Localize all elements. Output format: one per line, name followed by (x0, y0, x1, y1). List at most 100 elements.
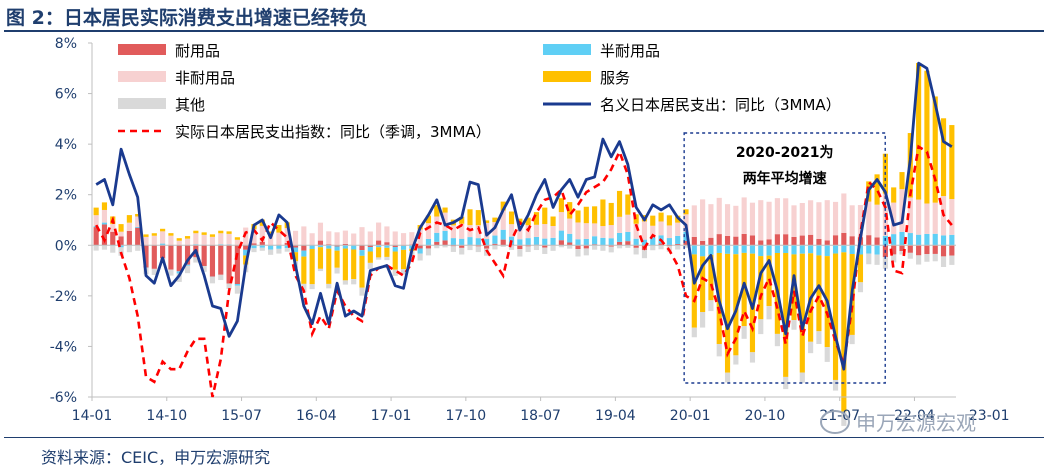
bar-services (459, 216, 465, 224)
bar-durable (500, 239, 506, 246)
chart: -6% -4% -2% 0% 2% 4% 6% 8% 14-01 14-10 15-07 16-04 1… (50, 36, 1010, 426)
bar-non_durable (558, 212, 564, 231)
bar-non_durable (292, 230, 299, 246)
bar-other (749, 352, 756, 363)
bar-other (791, 320, 797, 330)
bar-semi_durable (184, 264, 191, 266)
bar-semi_durable (616, 232, 623, 242)
bar-other (218, 274, 224, 281)
bar-services (517, 218, 523, 223)
bar-services (708, 254, 714, 301)
bar-other (126, 245, 132, 253)
bar-services (874, 174, 880, 205)
bar-other (558, 245, 564, 248)
bar-non_durable (276, 232, 282, 245)
bar-semi_durable (292, 247, 299, 253)
bar-non_durable (326, 231, 332, 245)
bar-services (359, 255, 365, 288)
bar-semi_durable (500, 229, 506, 240)
bar-services (317, 247, 324, 269)
bar-durable (724, 235, 731, 246)
bar-durable (392, 245, 398, 248)
bar-other (508, 245, 515, 250)
bar-semi_durable (533, 236, 540, 245)
bar-other (193, 257, 199, 263)
bar-services (783, 253, 789, 377)
bar-semi_durable (400, 245, 407, 250)
bar-non_durable (874, 204, 880, 238)
bar-non_durable (309, 233, 315, 246)
bar-semi_durable (633, 238, 639, 246)
bar-other (592, 245, 598, 250)
bar-other (700, 312, 706, 328)
bar-non_durable (251, 229, 257, 244)
bar-non_durable (666, 225, 672, 239)
bar-semi_durable (351, 245, 357, 250)
bar-durable (899, 245, 905, 252)
bar-other (376, 257, 382, 260)
bar-durable (226, 245, 232, 284)
bar-non_durable (301, 226, 307, 246)
bar-non_durable (749, 202, 756, 236)
bar-other (209, 276, 216, 284)
x-tick-label: 20-10 (745, 408, 786, 424)
bar-semi_durable (442, 230, 448, 241)
bar-semi_durable (317, 245, 324, 248)
bar-services (608, 202, 614, 226)
bar-non_durable (857, 205, 864, 238)
bar-semi_durable (758, 245, 764, 257)
bar-semi_durable (799, 245, 805, 254)
bar-durable (101, 224, 108, 246)
bar-other (866, 253, 872, 265)
bar-semi_durable (176, 271, 182, 274)
bar-non_durable (384, 226, 390, 243)
bar-semi_durable (550, 237, 556, 246)
bar-semi_durable (259, 245, 265, 248)
bar-services (600, 199, 606, 227)
bar-other (625, 245, 631, 248)
bar-semi_durable (932, 233, 938, 246)
legend-label-durable: 耐用品 (175, 42, 220, 60)
bar-services (691, 254, 697, 328)
bar-non_durable (376, 222, 382, 241)
legend-swatch-semi_durable (543, 44, 591, 55)
bar-durable (866, 235, 872, 246)
x-tick-label: 15-07 (221, 408, 262, 424)
bar-other (110, 245, 116, 253)
bar-other (691, 327, 697, 338)
bar-services (791, 254, 797, 321)
bar-other (425, 248, 432, 256)
bar-non_durable (774, 198, 780, 235)
bar-other (417, 253, 423, 261)
bar-other (334, 267, 340, 274)
bar-other (309, 284, 315, 290)
bar-non_durable (450, 225, 456, 239)
bar-other (824, 347, 830, 362)
bar-services (508, 211, 515, 225)
bar-services (666, 215, 672, 226)
bar-layer (93, 62, 955, 426)
bar-other (891, 254, 897, 263)
bar-durable (700, 240, 706, 246)
bar-durable (93, 227, 99, 246)
bar-other (633, 247, 639, 255)
annotation-line-1: 2020-2021为 (736, 144, 834, 161)
bar-non_durable (633, 223, 639, 239)
bar-semi_durable (874, 245, 880, 255)
bar-other (118, 247, 124, 256)
bar-non_durable (184, 238, 191, 246)
bar-services (758, 256, 764, 320)
bar-services (184, 236, 191, 239)
bar-non_durable (816, 202, 822, 240)
bar-other (226, 283, 232, 290)
bar-non_durable (716, 197, 722, 235)
bar-non_durable (724, 204, 731, 236)
bar-other (758, 319, 764, 335)
bar-other (766, 306, 772, 320)
y-tick-label: -2% (50, 289, 77, 305)
bar-other (675, 245, 681, 250)
bar-semi_durable (268, 245, 274, 250)
bar-durable (824, 240, 830, 246)
bar-semi_durable (243, 249, 249, 256)
